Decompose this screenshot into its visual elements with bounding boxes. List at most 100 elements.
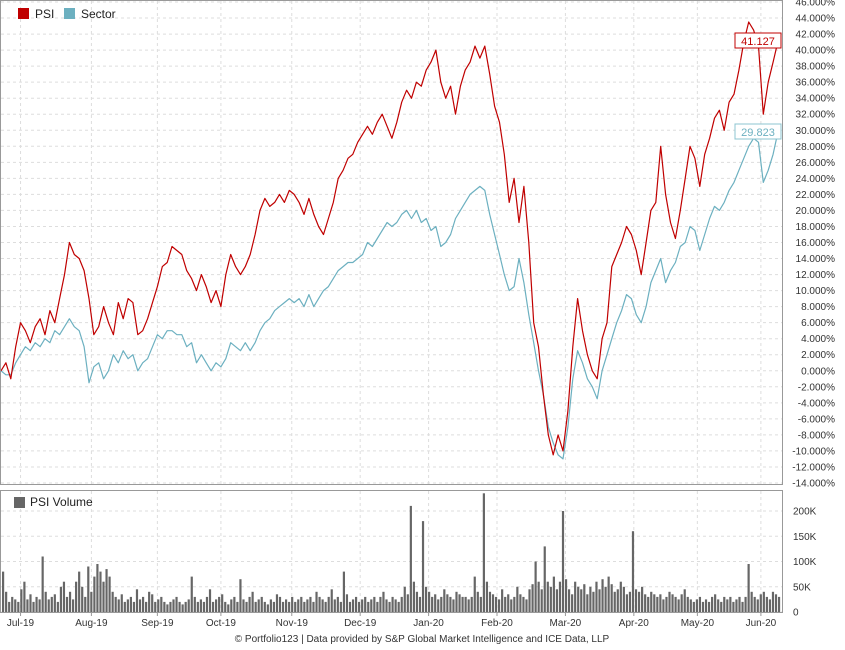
volume-bar xyxy=(288,601,291,612)
volume-bar xyxy=(744,596,747,612)
main-y-tick-label: 34.000% xyxy=(796,94,836,105)
volume-bar xyxy=(400,596,403,612)
volume-bar xyxy=(269,599,272,612)
volume-bar xyxy=(111,591,114,612)
volume-bar xyxy=(126,599,129,612)
volume-bar xyxy=(123,601,126,612)
volume-bar xyxy=(190,576,193,612)
volume-bar xyxy=(631,531,635,612)
volume-bar xyxy=(397,601,400,612)
main-y-tick-label: 32.000% xyxy=(796,110,836,121)
volume-bar xyxy=(543,546,546,612)
volume-bar xyxy=(41,556,44,612)
volume-bar xyxy=(762,591,765,612)
volume-bar xyxy=(306,599,309,612)
volume-bar xyxy=(135,589,139,612)
volume-bar xyxy=(370,599,373,612)
volume-bar xyxy=(482,493,485,612)
volume-bar xyxy=(187,599,190,612)
volume-bar xyxy=(141,596,145,612)
volume-bar xyxy=(20,589,23,612)
volume-bar xyxy=(93,576,96,612)
volume-bar xyxy=(367,601,370,612)
volume-bar xyxy=(461,596,464,612)
volume-bar xyxy=(601,579,604,612)
volume-bar xyxy=(510,599,513,612)
volume-bar xyxy=(145,601,148,612)
volume-bar xyxy=(379,596,382,612)
volume-bar xyxy=(327,596,330,612)
volume-bar xyxy=(361,599,364,612)
volume-bar xyxy=(224,601,227,612)
x-tick-label: Jul-19 xyxy=(7,618,35,629)
volume-bar xyxy=(595,581,598,612)
volume-bar xyxy=(561,511,565,612)
volume-bar xyxy=(266,604,269,612)
footer-credit: © Portfolio123 | Data provided by S&P Gl… xyxy=(235,634,610,645)
volume-bar xyxy=(415,591,419,612)
volume-bar xyxy=(695,599,698,612)
volume-bar xyxy=(154,601,157,612)
volume-bar xyxy=(99,571,102,612)
volume-bar xyxy=(227,604,230,612)
volume-bar xyxy=(494,596,498,612)
main-y-ticks: 46.000% 44.000% 42.000% 40.000% 38.000% 36.00… xyxy=(792,0,835,490)
main-y-tick-label: 42.000% xyxy=(796,30,836,41)
volume-bar xyxy=(394,599,397,612)
volume-bar xyxy=(62,581,66,612)
main-y-tick-label: -10.000% xyxy=(792,446,835,457)
x-tick-label: Apr-20 xyxy=(619,618,649,629)
volume-bar xyxy=(391,596,394,612)
volume-bar xyxy=(2,571,5,612)
volume-bar xyxy=(592,591,595,612)
volume-bar xyxy=(717,599,720,612)
volume-bar xyxy=(421,521,425,612)
volume-bar xyxy=(242,599,245,612)
main-y-tick-label: 40.000% xyxy=(796,46,836,57)
volume-bar xyxy=(707,601,711,612)
volume-bar xyxy=(117,599,120,612)
volume-bar xyxy=(424,586,428,613)
volume-bar xyxy=(498,599,501,612)
volume-bar xyxy=(336,596,339,612)
volume-bar xyxy=(193,596,196,612)
volume-bar xyxy=(129,596,132,612)
x-tick-label: Mar-20 xyxy=(550,618,582,629)
volume-bar xyxy=(47,599,50,612)
volume-bar xyxy=(257,599,260,612)
volume-bar xyxy=(81,586,84,613)
volume-bar xyxy=(38,599,41,612)
volume-bar xyxy=(172,599,175,612)
volume-bar xyxy=(132,601,136,612)
volume-bar xyxy=(364,596,367,612)
volume-bar xyxy=(698,596,702,612)
main-y-tick-label: 30.000% xyxy=(796,126,836,137)
volume-bar xyxy=(659,594,662,612)
volume-bar xyxy=(330,589,333,612)
volume-bar xyxy=(589,586,592,613)
main-y-tick-label: 44.000% xyxy=(796,14,836,25)
volume-bar xyxy=(431,596,434,612)
volume-bar xyxy=(275,594,279,612)
x-tick-label: Jan-20 xyxy=(413,618,444,629)
volume-bar xyxy=(525,599,528,612)
volume-bar xyxy=(689,599,692,612)
volume-bar xyxy=(108,576,111,612)
volume-bar xyxy=(412,581,415,612)
volume-bar xyxy=(236,601,239,612)
volume-bar xyxy=(202,601,206,612)
volume-bar xyxy=(84,596,87,612)
volume-bar xyxy=(181,604,184,612)
volume-bar xyxy=(625,594,628,612)
volume-bar xyxy=(233,596,236,612)
volume-bar xyxy=(680,594,683,612)
volume-bar xyxy=(686,596,689,612)
volume-bar xyxy=(771,591,775,612)
main-y-tick-label: 16.000% xyxy=(796,238,836,249)
volume-bar xyxy=(671,594,674,612)
volume-bar xyxy=(151,594,154,612)
volume-bar xyxy=(726,599,729,612)
volume-bar xyxy=(215,599,218,612)
